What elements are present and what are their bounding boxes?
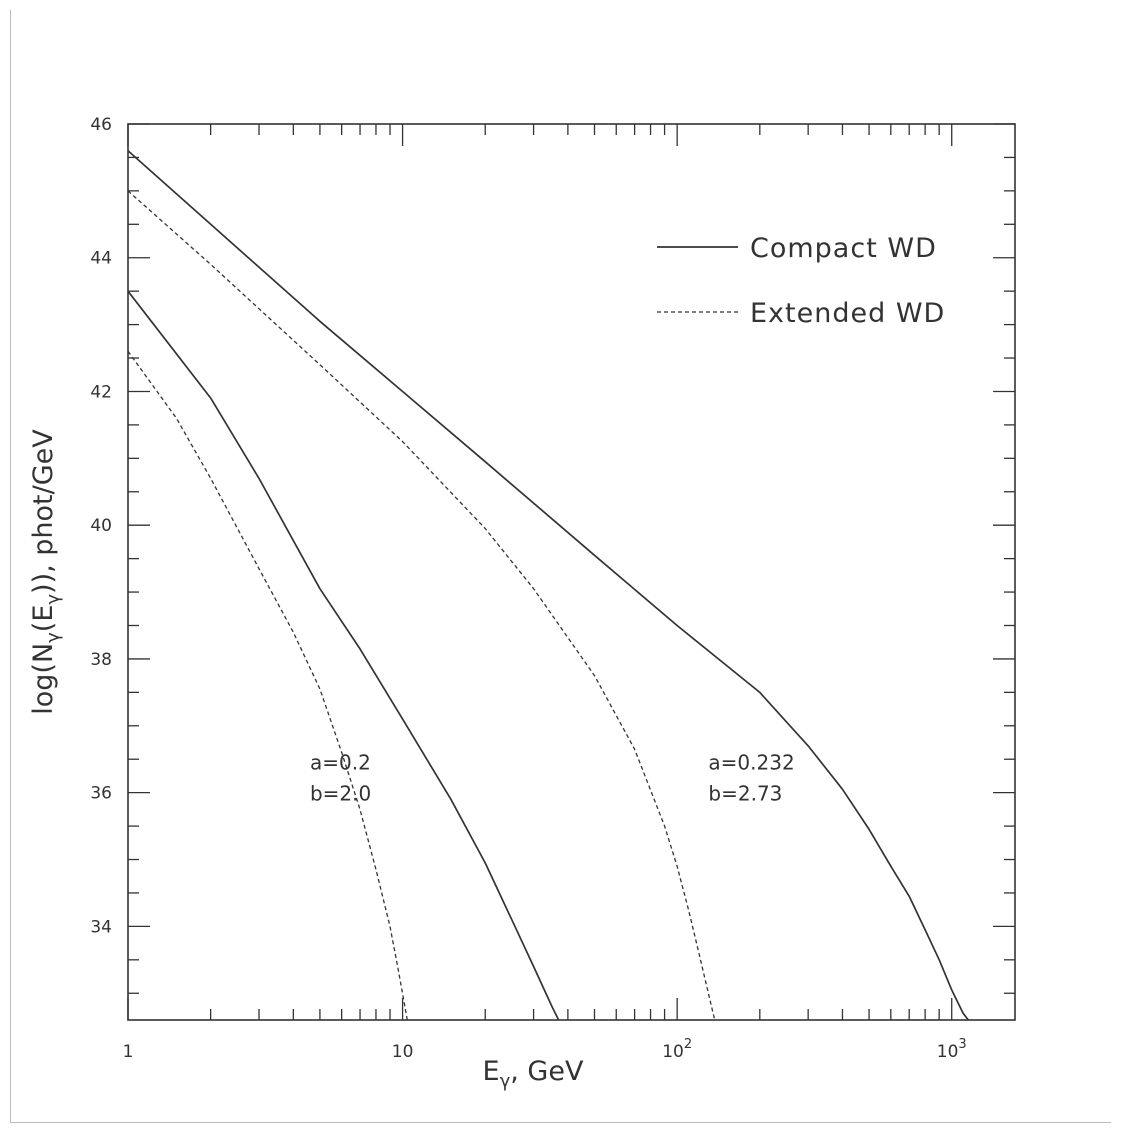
curve-annotation: a=0.232 xyxy=(708,750,794,774)
series-line-compact-wd xyxy=(128,150,970,1020)
plot-frame xyxy=(127,123,1016,1021)
legend-label: Extended WD xyxy=(750,298,945,329)
series-line-extended-wd xyxy=(128,190,716,1020)
x-axis-title: Eγ, GeV xyxy=(483,1056,584,1092)
figure-frame xyxy=(10,10,1111,1123)
y-tick-label: 46 xyxy=(90,115,112,135)
x-tick-label: 1 xyxy=(123,1042,134,1062)
curve-annotation: a=0.2 xyxy=(310,750,371,774)
y-axis-title: log(Nγ(Eγ)), phot/GeV xyxy=(28,429,64,715)
y-tick-label: 44 xyxy=(90,249,112,269)
curve-annotation: b=2.73 xyxy=(708,781,782,805)
x-tick-label: 10 xyxy=(392,1042,414,1062)
x-tick-label: 102 xyxy=(662,1037,692,1062)
series-line-extended-wd xyxy=(128,350,408,1020)
y-tick-label: 42 xyxy=(90,382,112,402)
curve-annotation: b=2.0 xyxy=(310,781,371,805)
legend-label: Compact WD xyxy=(750,233,937,264)
series-line-compact-wd xyxy=(128,290,560,1020)
y-tick-label: 34 xyxy=(90,917,112,937)
y-tick-label: 38 xyxy=(90,650,112,670)
x-tick-label: 103 xyxy=(937,1037,967,1062)
y-tick-label: 36 xyxy=(90,784,112,804)
y-tick-label: 40 xyxy=(90,516,112,536)
